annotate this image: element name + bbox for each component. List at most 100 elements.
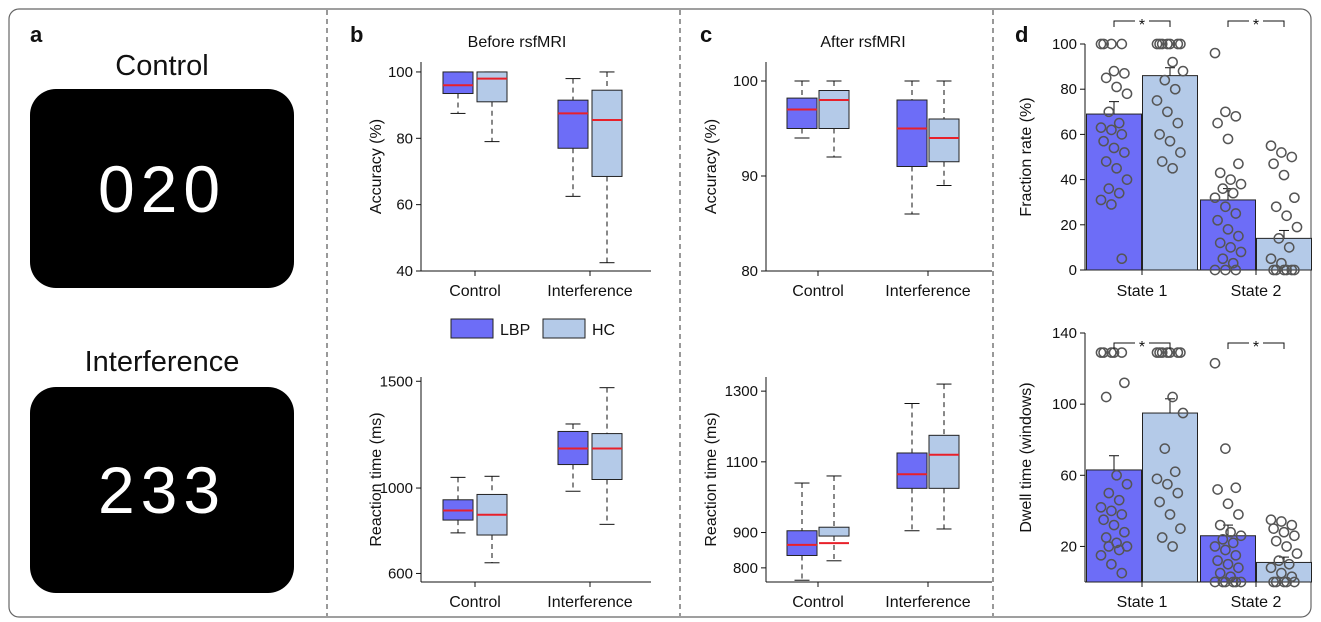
y-axis-label: Accuracy (%) xyxy=(368,119,385,214)
data-point xyxy=(1217,533,1229,545)
data-point xyxy=(1111,162,1122,174)
data-point xyxy=(1106,124,1117,136)
y-axis-label: Reaction time (ms) xyxy=(368,412,385,546)
data-point xyxy=(1278,526,1290,538)
data-point xyxy=(1116,253,1128,265)
x-tick-label: State 1 xyxy=(1117,594,1168,611)
data-point xyxy=(1156,532,1168,543)
box-hc xyxy=(591,433,623,480)
box-hc xyxy=(818,90,850,129)
box-lbp xyxy=(786,97,818,129)
significance-mask xyxy=(1249,15,1263,27)
data-point xyxy=(1100,391,1112,403)
data-point xyxy=(1113,544,1125,556)
y-tick-label: 100 xyxy=(733,73,758,90)
data-point xyxy=(1162,478,1173,490)
data-point xyxy=(1212,555,1223,567)
data-point xyxy=(1222,558,1234,570)
data-point xyxy=(1098,135,1109,147)
data-point xyxy=(1268,523,1279,534)
y-tick-label: 20 xyxy=(1060,538,1077,555)
data-point xyxy=(1276,147,1287,158)
data-point xyxy=(1265,514,1277,526)
data-point xyxy=(1121,88,1133,100)
data-point xyxy=(1164,509,1176,520)
y-tick-label: 80 xyxy=(396,130,413,147)
data-point xyxy=(1169,466,1181,478)
y-tick-label: 80 xyxy=(741,263,758,280)
data-point xyxy=(1270,264,1282,276)
y-tick-label: 800 xyxy=(733,560,758,577)
data-point xyxy=(1177,407,1189,419)
data-point xyxy=(1103,541,1115,552)
chart-fraction-rate: 0 20 40 60 80 100 Fraction rate (%) State 1 Stat… xyxy=(1018,15,1312,300)
x-tick-label: State 2 xyxy=(1231,283,1282,300)
data-point xyxy=(1227,187,1239,199)
data-point xyxy=(1281,264,1292,276)
data-point xyxy=(1169,83,1181,95)
data-point xyxy=(1167,541,1178,552)
data-point xyxy=(1222,223,1234,235)
box-hc xyxy=(818,526,850,537)
data-point xyxy=(1209,357,1221,369)
data-point xyxy=(1222,133,1234,145)
box-lbp xyxy=(442,71,474,95)
data-point xyxy=(1230,576,1242,588)
data-point xyxy=(1159,443,1171,454)
data-point xyxy=(1212,484,1223,495)
data-point xyxy=(1291,548,1303,559)
data-point xyxy=(1278,169,1290,181)
data-point xyxy=(1220,443,1231,454)
y-tick-label: 90 xyxy=(741,168,758,185)
chart-reaction-time-after: 800 900 1100 1300 Reaction time (ms) Control I… xyxy=(703,377,992,611)
data-point xyxy=(1214,167,1226,179)
data-point xyxy=(1111,469,1122,481)
legend-label-lbp: LBP xyxy=(500,322,530,339)
y-tick-label: 20 xyxy=(1060,217,1077,234)
data-point xyxy=(1230,264,1242,276)
data-point xyxy=(1167,391,1178,403)
box-hc xyxy=(928,434,960,489)
data-point xyxy=(1108,65,1120,77)
data-point xyxy=(1106,38,1117,50)
data-point xyxy=(1220,576,1231,588)
data-point xyxy=(1220,264,1231,276)
data-point xyxy=(1289,192,1300,204)
panel-label-d: d xyxy=(1015,22,1028,47)
data-point xyxy=(1154,129,1165,140)
data-point xyxy=(1119,147,1130,158)
data-point xyxy=(1209,47,1221,59)
data-point xyxy=(1276,516,1287,527)
data-point xyxy=(1095,194,1107,206)
data-point xyxy=(1175,147,1186,158)
data-point xyxy=(1217,183,1229,194)
y-tick-label: 1100 xyxy=(726,454,758,471)
data-point xyxy=(1106,505,1117,517)
data-point xyxy=(1281,541,1292,552)
data-point xyxy=(1235,178,1247,190)
data-point xyxy=(1227,537,1239,549)
interference-digits: 233 xyxy=(98,453,226,527)
y-tick-label: 600 xyxy=(388,565,413,582)
data-point xyxy=(1230,549,1242,561)
data-point xyxy=(1098,347,1109,358)
data-point xyxy=(1209,576,1221,588)
y-axis-label: Fraction rate (%) xyxy=(1018,97,1035,216)
data-point xyxy=(1286,519,1298,531)
data-point xyxy=(1291,221,1303,233)
x-tick-label: Control xyxy=(449,594,501,611)
chart-accuracy-before: 40 60 80 100 Accuracy (%) Control Interference xyxy=(368,62,651,300)
data-point xyxy=(1119,377,1130,389)
chart-reaction-time-before: 600 1000 1500 Reaction time (ms) Control Inte… xyxy=(368,373,651,611)
bar-hc xyxy=(1142,412,1198,583)
x-tick-label: Interference xyxy=(885,594,970,611)
data-point xyxy=(1230,208,1242,219)
legend-swatch-hc xyxy=(542,318,586,339)
data-point xyxy=(1225,174,1236,185)
data-point xyxy=(1220,201,1231,213)
y-tick-label: 60 xyxy=(1060,467,1077,484)
box-lbp xyxy=(557,99,589,149)
data-point xyxy=(1108,519,1120,531)
data-point xyxy=(1151,95,1163,106)
